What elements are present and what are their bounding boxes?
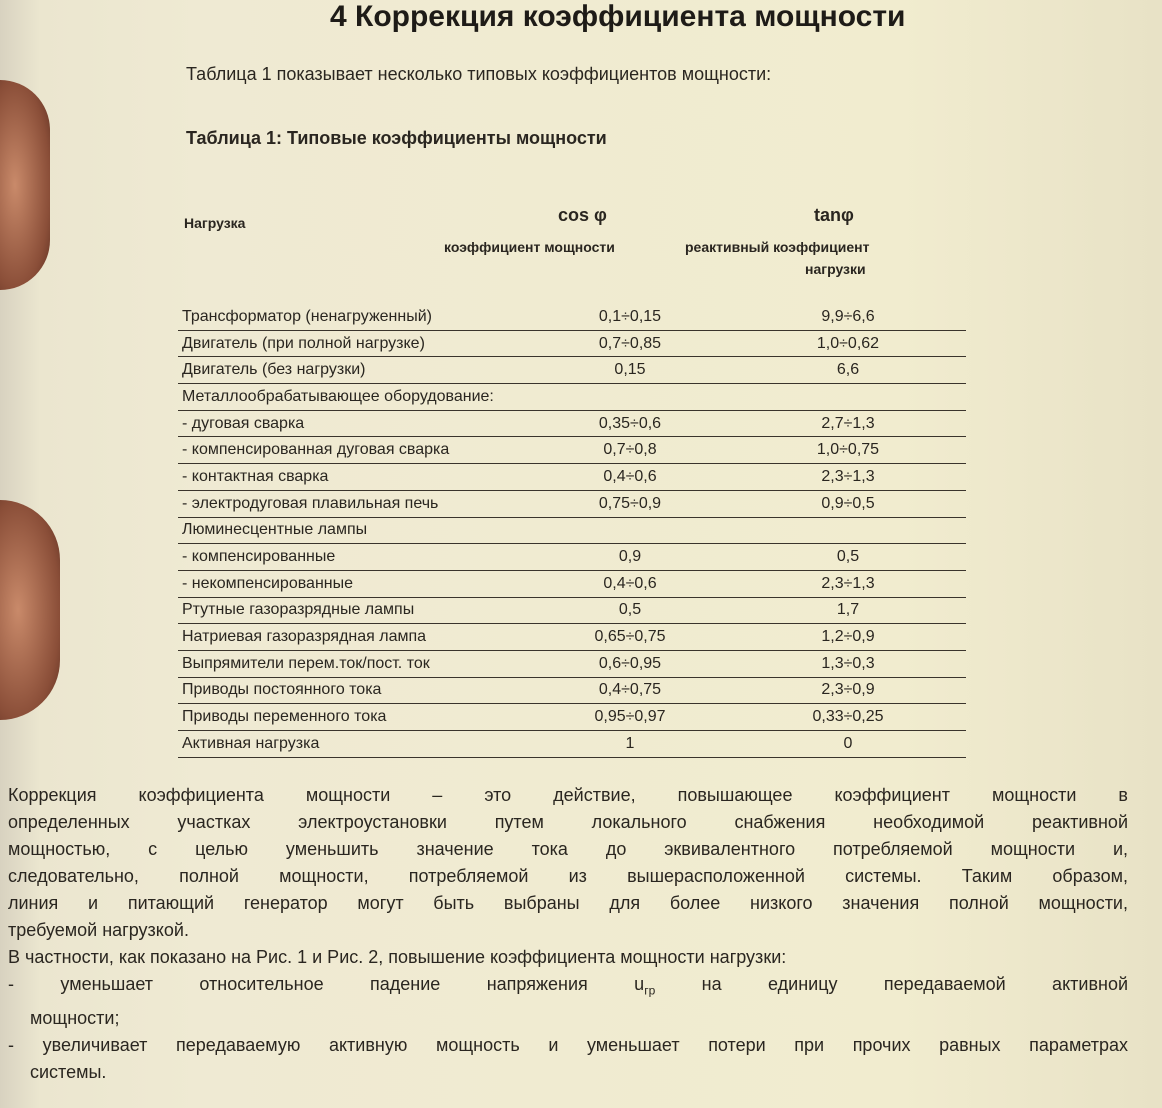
tan-phi-cell: 0,9÷0,5	[730, 490, 966, 518]
table-title: Таблица 1: Типовые коэффициенты мощности	[186, 128, 607, 148]
paragraph-line: линия и питающий генератор могут быть вы…	[8, 893, 1128, 913]
tan-phi-cell: 9,9÷6,6	[730, 304, 966, 331]
finger-bottom	[0, 500, 60, 720]
load-cell: - компенсированные	[178, 543, 530, 571]
tan-phi-cell: 1,7	[730, 597, 966, 625]
cos-phi-cell: 0,95÷0,97	[530, 703, 730, 731]
tan-phi-cell: 0,5	[730, 543, 966, 571]
table-row: Трансформатор (ненагруженный) 0,1÷0,15 9,9…	[178, 304, 966, 331]
load-cell: Люминесцентные лампы	[178, 517, 530, 545]
table-row: Люминесцентные лампы	[178, 517, 966, 545]
bullet-1-subscript: гр	[644, 983, 656, 998]
table-row: - компенсированная дуговая сварка 0,7÷0,8…	[178, 436, 966, 465]
table-row: Выпрямители перем.ток/пост. ток 0,6÷0,95 1…	[178, 650, 966, 678]
cos-phi-cell: 0,35÷0,6	[530, 410, 730, 438]
header-tan-symbol: tanφ	[814, 205, 854, 225]
load-cell: Активная нагрузка	[178, 730, 530, 758]
tan-phi-cell: 6,6	[730, 356, 966, 385]
table-row: Двигатель (при полной нагрузке) 0,7÷0,85 1…	[178, 330, 966, 358]
header-tan-desc-1: реактивный коэффициент	[685, 239, 870, 255]
tan-phi-cell: 1,2÷0,9	[730, 623, 966, 651]
cos-phi-cell	[530, 383, 730, 411]
cos-phi-cell: 0,1÷0,15	[530, 304, 730, 331]
load-cell: Трансформатор (ненагруженный)	[178, 304, 530, 331]
header-load: Нагрузка	[184, 215, 246, 231]
tan-phi-cell	[730, 517, 966, 545]
paragraph-line: мощностью, с целью уменьшить значение то…	[8, 839, 1128, 859]
tan-phi-cell: 1,0÷0,62	[730, 330, 966, 358]
body-text: Коррекция коэффициента мощности – это де…	[8, 782, 1128, 1086]
load-cell: - некомпенсированные	[178, 570, 530, 598]
cos-phi-cell: 0,5	[530, 597, 730, 625]
table-row: - контактная сварка 0,4÷0,6 2,3÷1,3	[178, 463, 966, 491]
table-row: - дуговая сварка 0,35÷0,6 2,7÷1,3	[178, 410, 966, 438]
cos-phi-cell: 0,4÷0,6	[530, 463, 730, 491]
load-cell: Приводы переменного тока	[178, 703, 530, 731]
table-row: Металлообрабатывающее оборудование:	[178, 383, 966, 411]
table-row: Ртутные газоразрядные лампы 0,5 1,7	[178, 597, 966, 625]
load-cell: - компенсированная дуговая сварка	[178, 436, 530, 465]
tan-phi-cell: 2,3÷0,9	[730, 677, 966, 705]
tan-phi-cell: 1,0÷0,75	[730, 436, 966, 465]
table-row: Приводы постоянного тока 0,4÷0,75 2,3÷0,9	[178, 677, 966, 705]
load-cell: Выпрямители перем.ток/пост. ток	[178, 650, 530, 678]
load-cell: - дуговая сварка	[178, 410, 530, 438]
paragraph-line: требуемой нагрузкой.	[8, 920, 189, 940]
page-title: 4 Коррекция коэффициента мощности	[330, 0, 906, 33]
cos-phi-cell: 0,7÷0,8	[530, 436, 730, 465]
cos-phi-cell: 1	[530, 730, 730, 758]
load-cell: - электродуговая плавильная печь	[178, 490, 530, 518]
cos-phi-cell: 0,65÷0,75	[530, 623, 730, 651]
paragraph-line: следовательно, полной мощности, потребля…	[8, 866, 1128, 886]
tan-phi-cell: 1,3÷0,3	[730, 650, 966, 678]
power-factor-table: Трансформатор (ненагруженный) 0,1÷0,15 9,9…	[178, 304, 966, 758]
tan-phi-cell: 2,3÷1,3	[730, 463, 966, 491]
load-cell: Двигатель (при полной нагрузке)	[178, 330, 530, 358]
table-row: Приводы переменного тока 0,95÷0,97 0,33÷0,…	[178, 703, 966, 731]
cos-phi-cell	[530, 517, 730, 545]
load-cell: Натриевая газоразрядная лампа	[178, 623, 530, 651]
cos-phi-cell: 0,6÷0,95	[530, 650, 730, 678]
bullet-1-text: - уменьшает относительное падение напряж…	[8, 974, 645, 994]
table-row: Двигатель (без нагрузки) 0,15 6,6	[178, 356, 966, 385]
header-cos-desc: коэффициент мощности	[444, 239, 615, 255]
table-row: - компенсированные 0,9 0,5	[178, 543, 966, 571]
bullet-2: - увеличивает передаваемую активную мощн…	[8, 1034, 1128, 1055]
paragraph-line: Коррекция коэффициента мощности – это де…	[8, 785, 1128, 805]
load-cell: - контактная сварка	[178, 463, 530, 491]
table-row: - электродуговая плавильная печь 0,75÷0,9…	[178, 490, 966, 518]
table-row: Активная нагрузка 1 0	[178, 730, 966, 758]
cos-phi-cell: 0,9	[530, 543, 730, 571]
table-row: - некомпенсированные 0,4÷0,6 2,3÷1,3	[178, 570, 966, 598]
bullet-2-cont: системы.	[30, 1061, 107, 1082]
header-tan-desc-2: нагрузки	[805, 261, 866, 277]
load-cell: Металлообрабатывающее оборудование:	[178, 383, 530, 411]
cos-phi-cell: 0,4÷0,6	[530, 570, 730, 598]
paragraph-line: определенных участках электроустановки п…	[8, 812, 1128, 832]
tan-phi-cell: 0,33÷0,25	[730, 703, 966, 731]
cos-phi-cell: 0,75÷0,9	[530, 490, 730, 518]
load-cell: Двигатель (без нагрузки)	[178, 356, 530, 385]
intro-text: Таблица 1 показывает несколько типовых к…	[186, 64, 772, 84]
bullet-1-text-end: на единицу передаваемой активной	[655, 974, 1129, 994]
cos-phi-cell: 0,7÷0,85	[530, 330, 730, 358]
table-row: Натриевая газоразрядная лампа 0,65÷0,75 1,…	[178, 623, 966, 651]
bullet-1-cont: мощности;	[30, 1007, 120, 1028]
finger-top	[0, 80, 50, 290]
paragraph-2: В частности, как показано на Рис. 1 и Ри…	[8, 947, 787, 967]
cos-phi-cell: 0,4÷0,75	[530, 677, 730, 705]
tan-phi-cell: 2,3÷1,3	[730, 570, 966, 598]
bullet-1: - уменьшает относительное падение напряж…	[8, 971, 1128, 1005]
tan-phi-cell: 2,7÷1,3	[730, 410, 966, 438]
header-cos-symbol: cos φ	[558, 205, 607, 225]
tan-phi-cell	[730, 383, 966, 411]
load-cell: Ртутные газоразрядные лампы	[178, 597, 530, 625]
tan-phi-cell: 0	[730, 730, 966, 758]
load-cell: Приводы постоянного тока	[178, 677, 530, 705]
cos-phi-cell: 0,15	[530, 356, 730, 385]
